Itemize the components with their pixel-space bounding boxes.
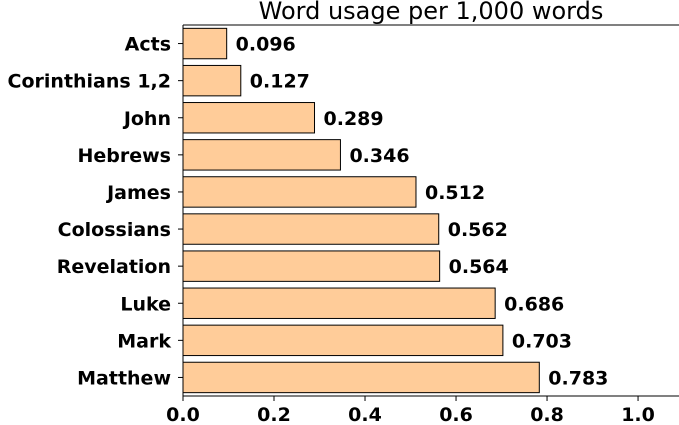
category-label: Corinthians 1,2	[8, 71, 171, 93]
category-label: James	[105, 182, 171, 204]
category-label: Matthew	[77, 367, 171, 389]
bar-john	[182, 102, 316, 134]
bar-corinthians-1-2	[182, 64, 242, 97]
value-label: 0.289	[324, 108, 384, 130]
x-tick-label: 0.6	[439, 404, 473, 425]
chart-title: Word usage per 1,000 words	[259, 0, 604, 25]
bar-luke	[182, 287, 496, 319]
category-labels-group: Acts Corinthians 1,2 John Hebrews James Colos…	[8, 34, 172, 390]
x-tick-label: 1.0	[621, 404, 655, 425]
value-labels-group: 0.096 0.127 0.289 0.346 0.512 0.562 0.564 0.686…	[236, 34, 609, 390]
x-tick-label: 0.4	[348, 404, 382, 425]
category-label: Revelation	[57, 256, 171, 278]
category-label: Colossians	[58, 219, 171, 241]
bars-group	[182, 27, 540, 394]
category-label: Hebrews	[77, 145, 171, 167]
x-tick-label: 0.0	[166, 404, 200, 425]
value-label: 0.783	[548, 367, 608, 389]
category-label: John	[122, 108, 171, 130]
bar-matthew	[182, 361, 540, 394]
bar-mark	[182, 324, 504, 357]
bar-colossians	[182, 213, 440, 245]
value-label: 0.512	[425, 182, 485, 204]
value-label: 0.096	[236, 34, 296, 56]
value-label: 0.562	[448, 219, 508, 241]
value-label: 0.564	[449, 256, 509, 278]
value-label: 0.127	[250, 71, 310, 93]
category-label: Luke	[120, 293, 171, 315]
value-label: 0.346	[349, 145, 409, 167]
x-tick-label: 0.8	[530, 404, 564, 425]
axes-group: 0.0 0.2 0.4 0.6 0.8 1.0	[166, 24, 679, 425]
category-label: Mark	[117, 330, 171, 352]
x-tick-label: 0.2	[257, 404, 291, 425]
bar-james	[182, 176, 417, 208]
category-label: Acts	[125, 34, 171, 56]
value-label: 0.686	[504, 293, 564, 315]
bar-hebrews	[182, 139, 341, 171]
value-label: 0.703	[512, 330, 572, 352]
bar-revelation	[182, 250, 441, 282]
bar-acts	[182, 27, 228, 60]
